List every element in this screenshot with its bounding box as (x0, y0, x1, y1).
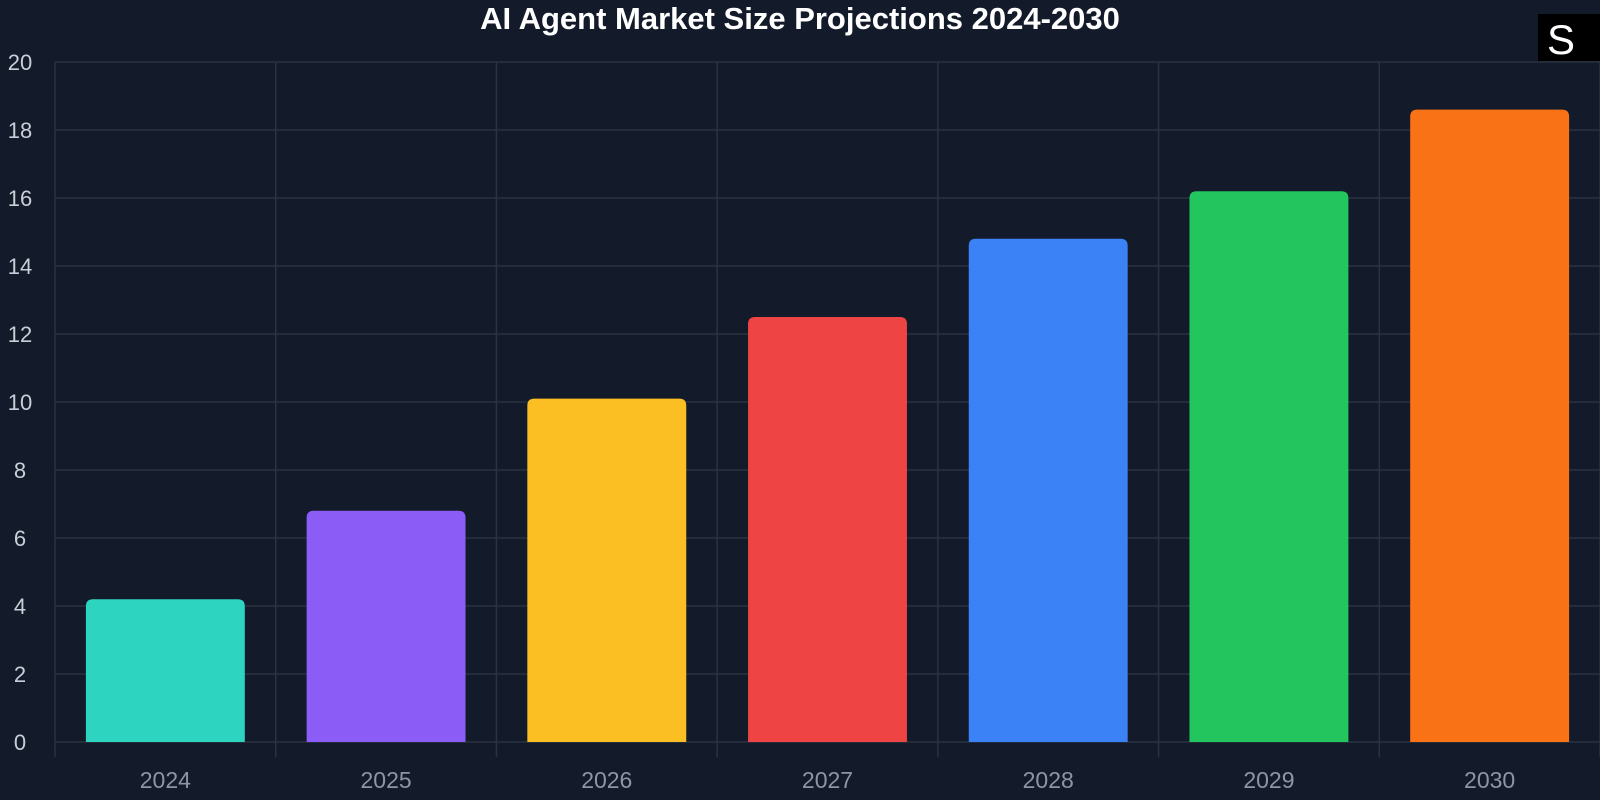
s-logo-icon: S (1547, 16, 1575, 63)
y-tick-label: 4 (14, 594, 26, 619)
x-tick-label: 2026 (581, 767, 632, 793)
bar-2026 (527, 398, 687, 742)
bars (85, 109, 1570, 743)
bar-2030 (1410, 109, 1570, 743)
x-tick-label: 2027 (802, 767, 853, 793)
bar-2027 (748, 317, 907, 742)
bar-2025 (306, 510, 466, 742)
y-tick-label: 16 (8, 186, 32, 211)
y-tick-label: 0 (14, 730, 26, 755)
bar-2024 (85, 599, 245, 742)
y-tick-label: 12 (8, 322, 32, 347)
x-axis-ticks: 2024 2025 2026 2027 2028 2029 2030 (140, 767, 1515, 793)
x-tick-label: 2030 (1464, 767, 1515, 793)
chart-title: AI Agent Market Size Projections 2024-20… (480, 1, 1120, 36)
bar-2029 (1189, 191, 1349, 742)
x-tick-label: 2024 (140, 767, 191, 793)
logo: S (1538, 14, 1600, 63)
bar-2028 (968, 238, 1128, 743)
y-tick-label: 20 (8, 50, 32, 75)
y-tick-label: 6 (14, 526, 26, 551)
y-tick-label: 10 (8, 390, 32, 415)
x-tick-label: 2028 (1023, 767, 1074, 793)
y-tick-label: 18 (8, 118, 32, 143)
x-tick-label: 2029 (1243, 767, 1294, 793)
y-tick-label: 8 (14, 458, 26, 483)
y-axis-ticks: 0 2 4 6 8 10 12 14 16 18 20 (8, 50, 32, 755)
y-tick-label: 14 (8, 254, 32, 279)
x-tick-label: 2025 (360, 767, 411, 793)
logo-background (1538, 14, 1600, 61)
y-tick-label: 2 (14, 662, 26, 687)
